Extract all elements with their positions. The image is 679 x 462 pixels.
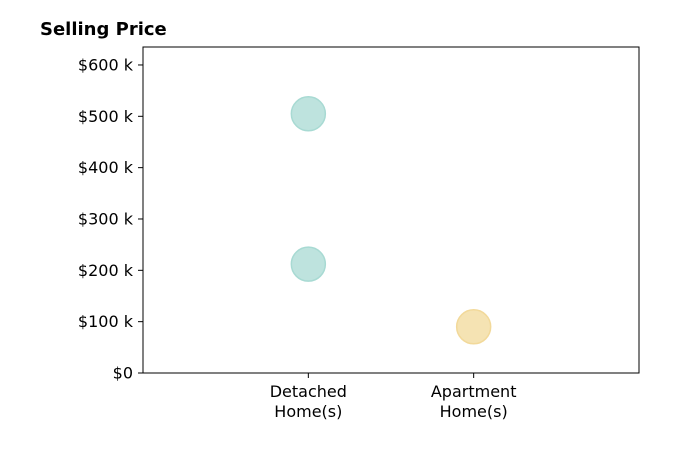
y-tick-label: $600 k [78,55,134,74]
y-tick-label: $200 k [78,261,134,280]
x-tick-label: Detached Home(s) [270,382,347,421]
y-tick-label: $400 k [78,158,134,177]
plot-area: $0 $100 k $200 k $300 k $400 k $500 k $600 k De… [78,46,640,421]
y-tick-label: $300 k [78,209,134,228]
chart-title: Selling Price [40,19,167,40]
y-tick-label: $500 k [78,107,134,126]
x-tick-label: Apartment Home(s) [431,382,517,421]
plot-frame [142,46,640,374]
y-tick-label: $100 k [78,312,134,331]
data-point [290,95,327,132]
y-tick-label: $0 [113,364,133,383]
data-point [455,309,492,345]
data-point [290,246,327,282]
